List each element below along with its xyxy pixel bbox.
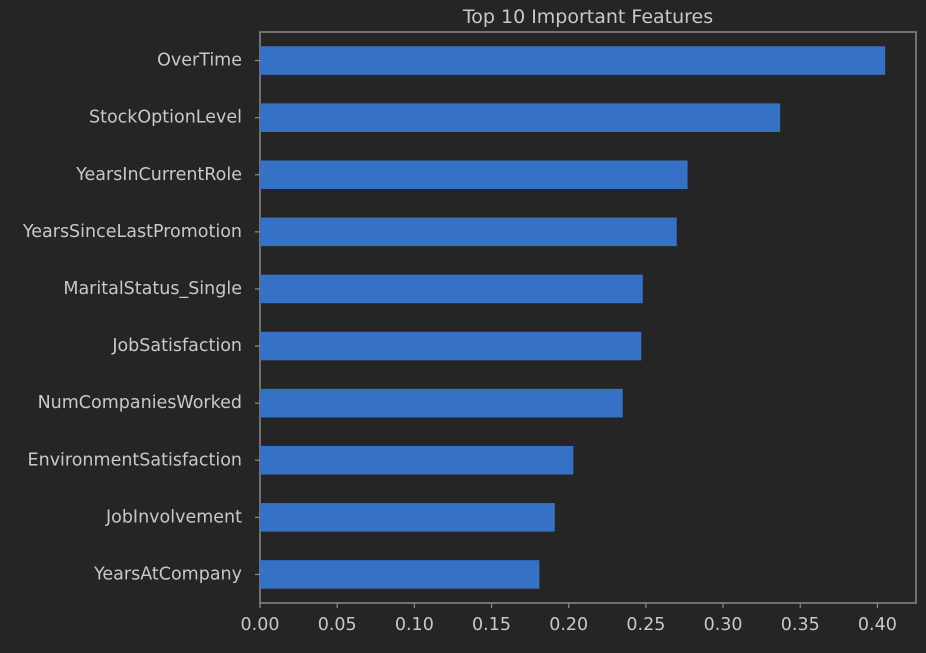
x-tick-label: 0.20 (549, 615, 588, 635)
x-tick-label: 0.00 (241, 615, 280, 635)
bar-MaritalStatus_Single (260, 274, 643, 304)
y-tick-label: NumCompaniesWorked (38, 393, 242, 413)
bar-JobSatisfaction (260, 331, 642, 361)
bar-YearsAtCompany (260, 560, 540, 589)
bar-NumCompaniesWorked (260, 388, 623, 418)
y-tick-label: OverTime (157, 51, 242, 71)
bar-EnvironmentSatisfaction (260, 445, 574, 475)
x-tick-label: 0.10 (395, 615, 434, 635)
bar-JobInvolvement (260, 503, 555, 532)
x-tick-label: 0.05 (318, 615, 357, 635)
y-axis: OverTime StockOptionLevel YearsInCurrentRo… (22, 51, 260, 584)
y-tick-label: MaritalStatus_Single (63, 279, 242, 299)
y-tick-label: StockOptionLevel (89, 108, 242, 128)
bars-group (260, 46, 886, 589)
bar-OverTime (260, 46, 886, 75)
x-tick-label: 0.35 (781, 615, 820, 635)
y-tick-label: YearsSinceLastPromotion (22, 222, 242, 242)
bar-YearsSinceLastPromotion (260, 217, 677, 247)
y-tick-label: JobSatisfaction (111, 336, 242, 356)
x-tick-label: 0.15 (472, 615, 511, 635)
y-tick-label: YearsInCurrentRole (75, 165, 242, 185)
x-axis: 0.00 0.05 0.10 0.15 0.20 0.25 0.30 0.35 0.40 (241, 603, 897, 635)
plot-area-frame (259, 31, 917, 604)
bar-StockOptionLevel (260, 103, 781, 132)
chart-title: Top 10 Important Features (462, 6, 713, 28)
y-tick-label: EnvironmentSatisfaction (28, 450, 242, 470)
y-tick-label: YearsAtCompany (93, 564, 242, 584)
x-tick-label: 0.25 (626, 615, 665, 635)
x-tick-label: 0.40 (858, 615, 897, 635)
y-tick-label: JobInvolvement (105, 507, 242, 527)
x-tick-label: 0.30 (704, 615, 743, 635)
bar-YearsInCurrentRole (260, 160, 688, 190)
